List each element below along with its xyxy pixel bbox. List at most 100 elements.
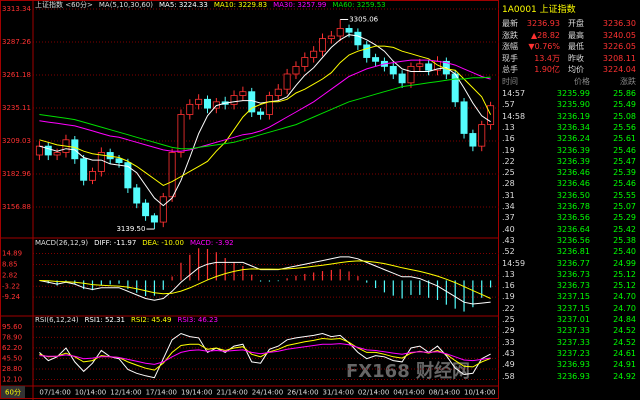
tick-cell: .16	[502, 134, 515, 144]
quote-label: 总手	[502, 65, 518, 74]
candle-body	[150, 215, 158, 223]
quote-row: 涨跌 ▲28.82 最高 3240.05	[500, 30, 638, 41]
tick-cell: 3236.64	[556, 224, 590, 234]
candle-body	[265, 95, 273, 115]
tick-cell: 14:59	[502, 258, 526, 268]
tick-cell: 24.70	[613, 292, 636, 302]
panel-legend: 上证指数 <60分>	[35, 0, 93, 9]
tick-cell: .29	[502, 326, 515, 336]
y-tick-label: 12.10	[2, 376, 22, 384]
indicator-line	[39, 34, 491, 207]
tick-cell: 24.70	[613, 303, 636, 313]
tick-cell: 3236.93	[556, 360, 590, 370]
candle-body	[239, 91, 247, 96]
candle-body	[319, 38, 326, 52]
tick-row: .29 3237.33 24.52	[500, 325, 638, 336]
quote-row: 最新 3236.93 开盘 3236.30	[500, 18, 638, 29]
candle-body	[425, 63, 433, 71]
quote-value: 3236.93	[526, 19, 560, 28]
x-tick-label: 31/14:00	[323, 389, 354, 397]
indicator-line	[39, 332, 491, 379]
tick-cell: 25.61	[613, 134, 636, 144]
panel-legend: DIFF: -11.97	[94, 239, 136, 247]
panel-legend: RSI1: 52.31	[85, 316, 125, 324]
tick-cell: 25.47	[613, 156, 636, 166]
y-tick-label: 3182.96	[2, 170, 31, 178]
tick-cell: 3237.15	[556, 303, 590, 313]
tick-cell: 25.12	[613, 281, 636, 291]
tick-header: 时间 价格 涨跌	[500, 76, 638, 87]
candle-body	[292, 65, 300, 75]
y-tick-label: 78.90	[2, 333, 22, 341]
quote-label: 现手	[502, 53, 518, 63]
candle-body	[283, 73, 291, 90]
candle-body	[35, 145, 43, 156]
chart: FX168 财经网 60分 3313.34 3287.26 3261.18 3235.…	[0, 0, 499, 400]
panel-legend: RSI(6,12,24)	[35, 316, 79, 324]
candle-body	[89, 171, 96, 181]
candle-body	[416, 63, 424, 67]
quote-value: 1.90亿	[534, 65, 560, 74]
tick-cell: 25.12	[613, 269, 636, 279]
tick-cell: 3237.01	[556, 315, 590, 324]
tick-row: .22 3237.15 24.70	[500, 303, 638, 314]
indicator-line	[39, 45, 492, 186]
quote-value: 3226.05	[602, 42, 636, 51]
tick-cell: 3236.81	[556, 247, 590, 257]
quote-value: ▼0.76%	[528, 42, 560, 51]
candle-body	[398, 73, 406, 84]
tick-cell: 3236.46	[556, 168, 590, 178]
tick-cell: .19	[502, 292, 515, 302]
tick-header-cell: 涨跌	[620, 77, 636, 86]
tick-cell: 25.29	[613, 213, 636, 223]
tick-cell: 3236.24	[556, 134, 590, 144]
period-tab[interactable]: 60分	[5, 388, 21, 397]
tick-cell: 3236.73	[556, 281, 590, 291]
tick-cell: .22	[502, 156, 515, 166]
candle-body	[460, 101, 468, 134]
tick-cell: 3236.73	[556, 269, 590, 279]
quote-label: 最新	[502, 19, 518, 28]
tick-cell: 3236.39	[556, 156, 590, 166]
tick-row: .34 3236.78 25.07	[500, 201, 638, 212]
quote-value: 13.4万	[534, 53, 560, 63]
x-tick-label: 08/14:00	[429, 389, 460, 397]
y-tick-label: 45.50	[2, 354, 22, 362]
panel-legend: DEA: -10.00	[142, 239, 184, 247]
tick-row: .28 3236.46 25.46	[500, 178, 638, 189]
tick-row: .43 3237.23 24.61	[500, 348, 638, 359]
candle-body	[115, 158, 123, 163]
candle-body	[44, 145, 52, 156]
tick-row: .49 3236.93 24.91	[500, 359, 638, 370]
tick-cell: 3237.23	[556, 348, 590, 358]
tick-cell: 24.99	[613, 258, 636, 268]
quote-title: 1A0001 上证指数	[502, 5, 576, 15]
quote-value: 3236.30	[602, 19, 636, 28]
tick-cell: 14:57	[502, 89, 526, 98]
tick-cell: 24.84	[613, 315, 636, 324]
tick-cell: .25	[502, 315, 515, 324]
quote-value: 3240.05	[602, 30, 636, 40]
tick-row: .58 3236.93 24.92	[500, 371, 638, 382]
candle-body	[301, 57, 309, 67]
candle-body	[257, 111, 265, 115]
tick-cell: 3237.33	[556, 337, 590, 347]
tick-cell: .43	[502, 348, 515, 358]
tick-row: .33 3237.33 24.52	[500, 337, 638, 348]
x-tick-label: 24/14:00	[252, 389, 283, 397]
tick-cell: 3235.99	[556, 89, 590, 98]
tick-cell: 3236.34	[556, 122, 590, 132]
tick-row: .25 3236.46 25.39	[500, 167, 638, 178]
tick-cell: .34	[502, 202, 515, 211]
tick-cell: 24.52	[613, 326, 636, 336]
y-tick-label: 95.60	[2, 323, 22, 331]
tick-cell: 3236.77	[556, 258, 590, 268]
tick-header-cell: 价格	[574, 77, 590, 86]
candle-body	[310, 50, 318, 58]
tick-row: .52 3236.81 25.40	[500, 246, 638, 257]
x-tick-label: 10/14:00	[75, 389, 106, 397]
tick-cell: 14:58	[502, 111, 526, 121]
candle-body	[407, 65, 415, 84]
panel-legend: RSI2: 45.49	[131, 316, 171, 324]
tick-cell: .13	[502, 269, 515, 279]
